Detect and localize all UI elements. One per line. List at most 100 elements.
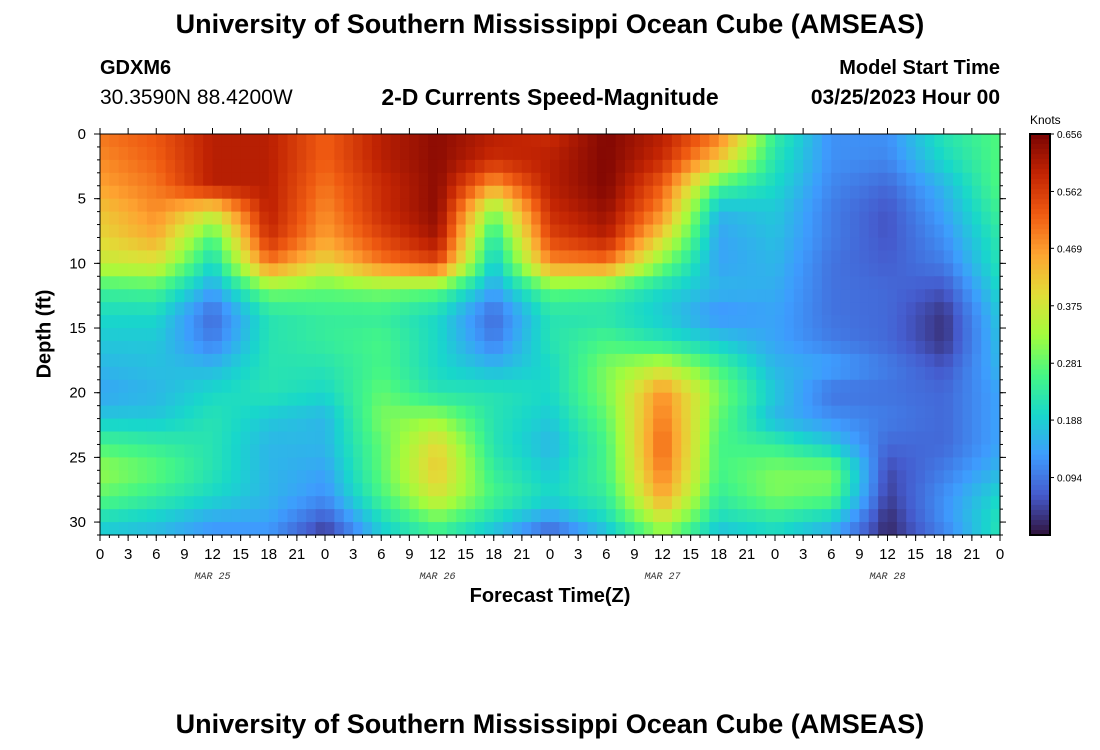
heatmap-cell bbox=[325, 483, 335, 497]
heatmap-cell bbox=[437, 302, 448, 316]
heatmap-cell bbox=[390, 509, 401, 523]
heatmap-cell bbox=[887, 366, 898, 381]
heatmap-cell bbox=[934, 302, 945, 316]
heatmap-cell bbox=[315, 250, 326, 264]
heatmap-cell bbox=[484, 289, 495, 303]
heatmap-cell bbox=[400, 496, 410, 510]
heatmap-cell bbox=[175, 211, 185, 226]
heatmap-cell bbox=[943, 522, 954, 536]
heatmap-cell bbox=[690, 159, 701, 174]
heatmap-cell bbox=[709, 366, 720, 381]
heatmap-cell bbox=[896, 457, 907, 471]
heatmap-cell bbox=[137, 353, 148, 368]
heatmap-cell bbox=[128, 198, 139, 213]
heatmap-cell bbox=[971, 431, 982, 446]
heatmap-cell bbox=[840, 315, 851, 329]
heatmap-cell bbox=[231, 224, 242, 239]
station-id: GDXM6 bbox=[100, 57, 172, 79]
heatmap-cell bbox=[146, 302, 157, 316]
heatmap-cell bbox=[240, 483, 251, 497]
heatmap-cell bbox=[643, 496, 654, 510]
heatmap-cell bbox=[315, 392, 326, 407]
heatmap-cell bbox=[100, 198, 110, 213]
heatmap-cell bbox=[418, 172, 429, 187]
heatmap-cell bbox=[662, 198, 673, 213]
heatmap-cell bbox=[596, 522, 607, 536]
x-tick-label: 3 bbox=[799, 546, 807, 563]
heatmap-cell bbox=[962, 302, 973, 316]
heatmap-cell bbox=[203, 315, 214, 329]
heatmap-cell bbox=[128, 457, 139, 471]
heatmap-cell bbox=[981, 509, 992, 523]
heatmap-cell bbox=[615, 302, 626, 316]
heatmap-cell bbox=[587, 289, 598, 303]
heatmap-cell bbox=[915, 509, 926, 523]
heatmap-cell bbox=[990, 302, 1001, 316]
heatmap-cell bbox=[325, 172, 335, 187]
heatmap-cell bbox=[278, 302, 289, 316]
heatmap-cell bbox=[531, 250, 542, 264]
heatmap-cell bbox=[165, 315, 176, 329]
heatmap-cell bbox=[831, 289, 842, 303]
heatmap-cell bbox=[296, 431, 307, 446]
x-tick-label: 12 bbox=[204, 546, 221, 563]
heatmap-cell bbox=[559, 159, 570, 174]
heatmap-cell bbox=[287, 366, 298, 381]
heatmap-cell bbox=[409, 405, 420, 420]
heatmap-cell bbox=[915, 198, 926, 213]
heatmap-cell bbox=[821, 289, 832, 303]
heatmap-cell bbox=[653, 405, 664, 420]
heatmap-cell bbox=[296, 172, 307, 187]
heatmap-cell bbox=[362, 431, 373, 446]
heatmap-cell bbox=[165, 185, 176, 200]
heatmap-cell bbox=[784, 263, 795, 277]
heatmap-cell bbox=[587, 146, 598, 161]
heatmap-cell bbox=[653, 159, 664, 174]
heatmap-cell bbox=[521, 522, 532, 536]
heatmap-cell bbox=[934, 431, 945, 446]
heatmap-cell bbox=[737, 172, 748, 187]
heatmap-cell bbox=[493, 315, 504, 329]
heatmap-cell bbox=[193, 379, 204, 394]
heatmap-cell bbox=[325, 509, 335, 523]
heatmap-cell bbox=[718, 315, 729, 329]
heatmap-cell bbox=[193, 134, 204, 148]
heatmap-cell bbox=[212, 392, 223, 407]
heatmap-cell bbox=[184, 340, 195, 355]
heatmap-cell bbox=[146, 392, 157, 407]
heatmap-cell bbox=[400, 470, 410, 484]
heatmap-cell bbox=[718, 405, 729, 420]
heatmap-cell bbox=[456, 483, 467, 497]
heatmap-cell bbox=[718, 392, 729, 407]
heatmap-cell bbox=[268, 146, 279, 161]
heatmap-cell bbox=[409, 379, 420, 394]
heatmap-cell bbox=[128, 172, 139, 187]
heatmap-cell bbox=[915, 444, 926, 458]
heatmap-cell bbox=[390, 276, 401, 290]
heatmap-cell bbox=[615, 237, 626, 252]
heatmap-cell bbox=[653, 418, 664, 433]
heatmap-cell bbox=[418, 340, 429, 355]
heatmap-cell bbox=[775, 224, 785, 239]
heatmap-cell bbox=[896, 134, 907, 148]
heatmap-cell bbox=[775, 211, 785, 226]
heatmap-cell bbox=[137, 211, 148, 226]
heatmap-cell bbox=[878, 353, 889, 368]
heatmap-cell bbox=[390, 457, 401, 471]
heatmap-cell bbox=[325, 379, 335, 394]
heatmap-cell bbox=[371, 134, 382, 148]
heatmap-cell bbox=[390, 444, 401, 458]
heatmap-cell bbox=[981, 444, 992, 458]
heatmap-cell bbox=[840, 509, 851, 523]
heatmap-cell bbox=[765, 328, 776, 342]
heatmap-cell bbox=[962, 224, 973, 239]
heatmap-cell bbox=[915, 353, 926, 368]
heatmap-cell bbox=[896, 431, 907, 446]
heatmap-cell bbox=[915, 418, 926, 433]
y-tick-label: 25 bbox=[69, 449, 86, 466]
heatmap-cell bbox=[362, 250, 373, 264]
heatmap-cell bbox=[353, 340, 364, 355]
heatmap-cell bbox=[756, 185, 767, 200]
heatmap-cell bbox=[765, 379, 776, 394]
heatmap-cell bbox=[990, 328, 1001, 342]
